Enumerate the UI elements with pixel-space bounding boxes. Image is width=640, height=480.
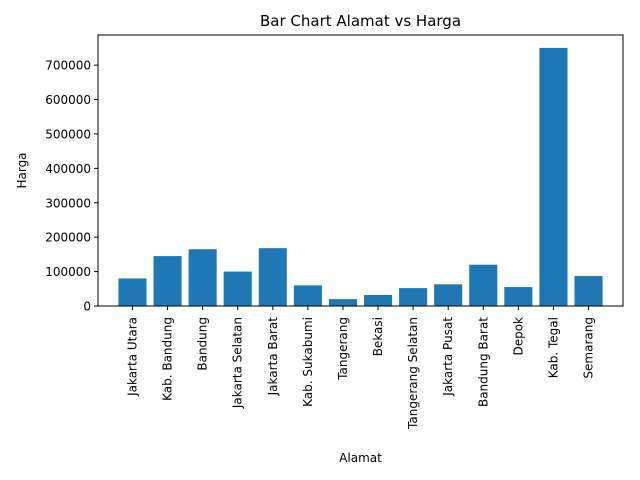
x-tick-label: Semarang (582, 317, 596, 379)
x-tick-label: Jakarta Pusat (441, 317, 455, 397)
y-tick-label: 700000 (45, 59, 91, 73)
chart-title: Bar Chart Alamat vs Harga (260, 12, 461, 30)
y-tick-label: 400000 (45, 162, 91, 176)
x-tick-label: Jakarta Barat (266, 317, 280, 397)
y-tick-label: 600000 (45, 93, 91, 107)
x-tick-label: Tangerang Selatan (406, 317, 420, 430)
x-axis-label: Alamat (339, 451, 382, 465)
x-tick-label: Jakarta Selatan (231, 317, 245, 409)
bars-group (118, 47, 603, 307)
y-tick-label: 500000 (45, 127, 91, 141)
x-tick-label: Bandung (196, 317, 210, 371)
x-tick-label: Kab. Tegal (546, 317, 560, 378)
plot-frame (97, 34, 624, 307)
x-tick-label: Bandung Barat (476, 317, 490, 407)
y-tick-label: 200000 (45, 231, 91, 245)
bar (293, 285, 322, 306)
bar (364, 294, 393, 306)
x-tick-label: Jakarta Utara (125, 317, 139, 397)
bar (469, 264, 498, 306)
y-tick-label: 0 (83, 300, 91, 314)
bar (539, 47, 568, 307)
bar (153, 256, 182, 306)
bar (118, 278, 147, 306)
bar (188, 249, 217, 306)
bar (574, 276, 603, 306)
x-tick-label: Kab. Bandung (161, 317, 175, 401)
bar (504, 287, 533, 306)
x-tick-label: Depok (511, 317, 525, 356)
bar (328, 299, 357, 306)
x-tick-label: Kab. Sukabumi (301, 317, 315, 407)
bar (434, 284, 463, 306)
x-tick-label: Tangerang (336, 317, 350, 381)
bar (223, 271, 252, 306)
x-tick-label: Bekasi (371, 317, 385, 356)
x-axis: Jakarta Utara Kab. Bandung Bandung Jakarta … (125, 306, 596, 430)
bar (258, 248, 287, 306)
y-axis: 0 100000 200000 300000 400000 500000 600000 700… (45, 59, 98, 314)
y-axis-label: Harga (15, 152, 29, 188)
y-tick-label: 100000 (45, 265, 91, 279)
bar (399, 288, 428, 306)
y-tick-label: 300000 (45, 196, 91, 210)
